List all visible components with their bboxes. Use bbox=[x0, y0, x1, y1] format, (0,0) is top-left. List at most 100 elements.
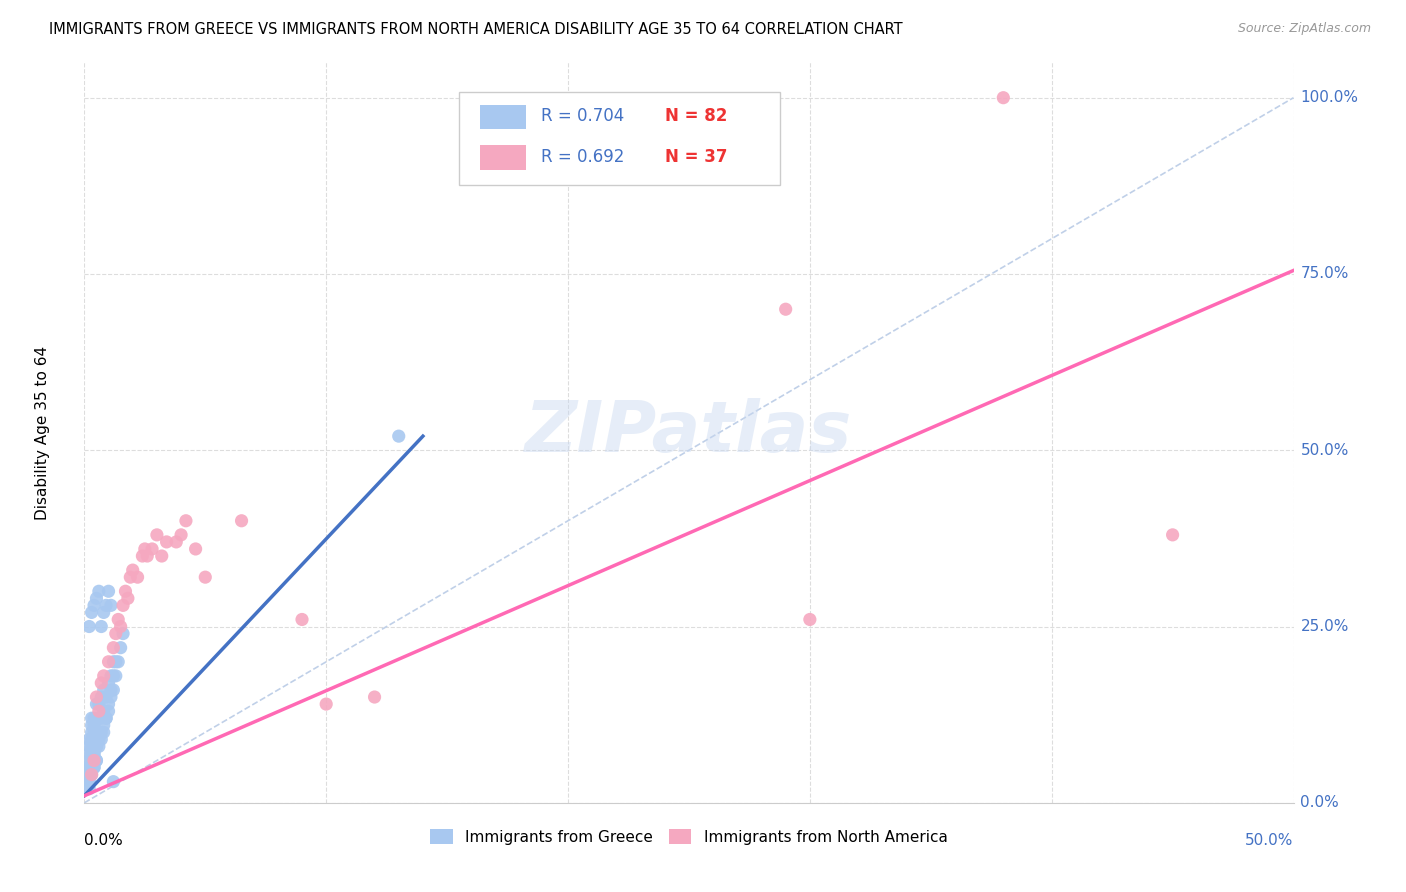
Point bbox=[83, 747, 105, 761]
Point bbox=[80, 732, 103, 747]
Point bbox=[775, 302, 797, 317]
Point bbox=[112, 626, 135, 640]
Point bbox=[136, 549, 159, 563]
Bar bbox=[479, 145, 526, 169]
Point bbox=[93, 683, 115, 698]
Text: IMMIGRANTS FROM GREECE VS IMMIGRANTS FROM NORTH AMERICA DISABILITY AGE 35 TO 64 : IMMIGRANTS FROM GREECE VS IMMIGRANTS FRO… bbox=[49, 22, 903, 37]
FancyBboxPatch shape bbox=[460, 92, 780, 185]
Point bbox=[93, 669, 115, 683]
Point bbox=[80, 739, 103, 754]
Point bbox=[134, 541, 156, 556]
Point bbox=[86, 739, 108, 754]
Point bbox=[83, 725, 105, 739]
Point bbox=[103, 669, 125, 683]
Point bbox=[87, 711, 110, 725]
Point bbox=[90, 690, 112, 704]
Point bbox=[83, 760, 105, 774]
Point bbox=[97, 676, 120, 690]
Point bbox=[121, 563, 143, 577]
Text: Disability Age 35 to 64: Disability Age 35 to 64 bbox=[35, 345, 49, 520]
Point bbox=[100, 669, 122, 683]
Point bbox=[97, 584, 120, 599]
Point bbox=[127, 570, 149, 584]
Point bbox=[150, 549, 173, 563]
Point bbox=[77, 767, 100, 781]
Text: 50.0%: 50.0% bbox=[1301, 442, 1348, 458]
Point bbox=[315, 697, 337, 711]
Point bbox=[80, 754, 103, 768]
Point bbox=[93, 704, 115, 718]
Point bbox=[94, 599, 117, 613]
Point bbox=[83, 754, 105, 768]
Point bbox=[77, 739, 100, 754]
Point bbox=[90, 732, 112, 747]
Point bbox=[86, 591, 108, 606]
Point bbox=[80, 760, 103, 774]
Point bbox=[87, 704, 110, 718]
Point bbox=[87, 732, 110, 747]
Point bbox=[112, 599, 135, 613]
Point bbox=[80, 747, 103, 761]
Point bbox=[83, 718, 105, 732]
Point bbox=[94, 690, 117, 704]
Point bbox=[388, 429, 411, 443]
Point bbox=[86, 739, 108, 754]
Point bbox=[80, 606, 103, 620]
Point bbox=[77, 754, 100, 768]
Text: 0.0%: 0.0% bbox=[84, 833, 124, 848]
Point bbox=[94, 711, 117, 725]
Point bbox=[76, 781, 98, 796]
Point bbox=[87, 697, 110, 711]
Point bbox=[87, 739, 110, 754]
Point bbox=[100, 690, 122, 704]
Point bbox=[100, 599, 122, 613]
Point bbox=[77, 619, 100, 633]
Point bbox=[993, 91, 1015, 105]
Point bbox=[86, 725, 108, 739]
Point bbox=[103, 655, 125, 669]
Text: 0.0%: 0.0% bbox=[1301, 796, 1339, 810]
Point bbox=[86, 754, 108, 768]
Point bbox=[87, 584, 110, 599]
Point bbox=[141, 541, 163, 556]
Legend: Immigrants from Greece, Immigrants from North America: Immigrants from Greece, Immigrants from … bbox=[425, 822, 953, 851]
Point bbox=[103, 774, 125, 789]
Text: R = 0.692: R = 0.692 bbox=[541, 148, 624, 166]
Point bbox=[174, 514, 197, 528]
Text: 50.0%: 50.0% bbox=[1246, 833, 1294, 848]
Point bbox=[76, 767, 98, 781]
Point bbox=[146, 528, 169, 542]
Point bbox=[1161, 528, 1184, 542]
Point bbox=[110, 619, 132, 633]
Point bbox=[155, 535, 177, 549]
Point bbox=[83, 711, 105, 725]
Point bbox=[291, 612, 314, 626]
Text: N = 82: N = 82 bbox=[665, 108, 727, 126]
Point bbox=[110, 640, 132, 655]
Point bbox=[83, 599, 105, 613]
Point bbox=[76, 774, 98, 789]
Point bbox=[107, 612, 129, 626]
Point bbox=[97, 704, 120, 718]
Point bbox=[184, 541, 207, 556]
Point bbox=[120, 570, 142, 584]
Point bbox=[97, 697, 120, 711]
Point bbox=[76, 767, 98, 781]
Point bbox=[165, 535, 187, 549]
Point bbox=[100, 683, 122, 698]
Text: Source: ZipAtlas.com: Source: ZipAtlas.com bbox=[1237, 22, 1371, 36]
Point bbox=[76, 781, 98, 796]
Text: 100.0%: 100.0% bbox=[1301, 90, 1358, 105]
Point bbox=[77, 747, 100, 761]
Point bbox=[114, 584, 136, 599]
Point bbox=[87, 725, 110, 739]
Text: N = 37: N = 37 bbox=[665, 148, 727, 166]
Point bbox=[86, 754, 108, 768]
Point bbox=[104, 669, 127, 683]
Point bbox=[80, 767, 103, 781]
Point bbox=[77, 781, 100, 796]
Point bbox=[93, 718, 115, 732]
Point bbox=[103, 640, 125, 655]
Point bbox=[86, 711, 108, 725]
Point bbox=[80, 725, 103, 739]
